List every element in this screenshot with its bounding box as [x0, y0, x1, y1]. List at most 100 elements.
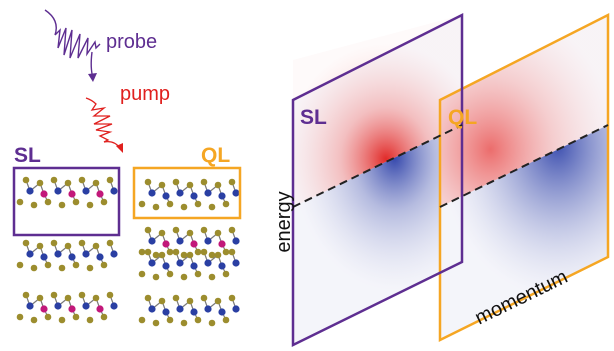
metal-atom	[82, 302, 89, 309]
chalcogen-atom	[215, 182, 222, 189]
metal-atom	[110, 250, 117, 257]
metal-atom	[68, 253, 75, 260]
chalcogen-atom	[181, 204, 188, 211]
metal-atom	[96, 305, 103, 312]
chalcogen-atom	[173, 227, 180, 234]
chalcogen-atom	[73, 262, 80, 269]
chalcogen-atom	[37, 295, 44, 302]
chalcogen-atom	[17, 262, 24, 269]
metal-atom	[54, 250, 61, 257]
metal-atom	[54, 302, 61, 309]
chalcogen-atom	[17, 314, 24, 321]
chalcogen-atom	[51, 240, 58, 247]
chalcogen-atom	[229, 227, 236, 234]
chalcogen-atom	[159, 252, 166, 259]
chalcogen-atom	[59, 317, 66, 324]
chalcogen-atom	[45, 262, 52, 269]
metal-atom	[68, 305, 75, 312]
chalcogen-atom	[167, 249, 174, 256]
chalcogen-atom	[153, 320, 160, 327]
chalcogen-atom	[187, 230, 194, 237]
chalcogen-atom	[159, 182, 166, 189]
chalcogen-atom	[209, 320, 216, 327]
metal-atom	[218, 308, 225, 315]
chalcogen-atom	[101, 314, 108, 321]
sl-structure-label: SL	[14, 144, 41, 167]
chalcogen-atom	[145, 179, 152, 186]
chalcogen-atom	[73, 199, 80, 206]
sl-panel-label: SL	[300, 106, 327, 129]
chalcogen-atom	[23, 177, 30, 184]
chalcogen-atom	[37, 180, 44, 187]
chalcogen-atom	[195, 271, 202, 278]
chalcogen-atom	[195, 249, 202, 256]
chalcogen-atom	[181, 274, 188, 281]
chalcogen-atom	[101, 199, 108, 206]
chalcogen-atom	[31, 317, 38, 324]
chalcogen-atom	[87, 317, 94, 324]
chalcogen-atom	[23, 240, 30, 247]
chalcogen-atom	[229, 249, 236, 256]
metal-atom	[190, 308, 197, 315]
chalcogen-atom	[209, 274, 216, 281]
metal-atom	[148, 259, 155, 266]
chalcogen-atom	[73, 314, 80, 321]
metal-atom	[82, 187, 89, 194]
chalcogen-atom	[223, 317, 230, 324]
chalcogen-atom	[31, 202, 38, 209]
chalcogen-atom	[181, 320, 188, 327]
metal-atom	[162, 262, 169, 269]
chalcogen-atom	[107, 177, 114, 184]
metal-atom	[162, 192, 169, 199]
metal-atom	[54, 187, 61, 194]
chalcogen-atom	[215, 230, 222, 237]
chalcogen-atom	[93, 243, 100, 250]
chalcogen-atom	[201, 227, 208, 234]
metal-atom	[232, 259, 239, 266]
chalcogen-atom	[101, 262, 108, 269]
chalcogen-atom	[79, 292, 86, 299]
chalcogen-atom	[195, 317, 202, 324]
chalcogen-atom	[209, 204, 216, 211]
chalcogen-atom	[51, 292, 58, 299]
page: probe pump SL QL SL QL energy momentum (…	[0, 0, 614, 351]
metal-atom	[148, 237, 155, 244]
chalcogen-atom	[107, 292, 114, 299]
metal-atom	[190, 240, 197, 247]
metal-atom	[176, 305, 183, 312]
chalcogen-atom	[59, 265, 66, 272]
probe-label: probe	[106, 31, 157, 53]
chalcogen-atom	[167, 317, 174, 324]
metal-atom	[148, 305, 155, 312]
metal-atom	[176, 237, 183, 244]
chalcogen-atom	[167, 201, 174, 208]
chalcogen-atom	[187, 182, 194, 189]
pump-label: pump	[120, 83, 170, 105]
chalcogen-atom	[145, 227, 152, 234]
chalcogen-atom	[65, 295, 72, 302]
ql-structure-label: QL	[201, 144, 230, 167]
chalcogen-atom	[173, 179, 180, 186]
chalcogen-atom	[31, 265, 38, 272]
chalcogen-atom	[201, 179, 208, 186]
metal-atom	[204, 189, 211, 196]
chalcogen-atom	[93, 180, 100, 187]
chalcogen-atom	[87, 202, 94, 209]
metal-atom	[110, 302, 117, 309]
chalcogen-atom	[145, 295, 152, 302]
figure: probe pump SL QL SL QL energy momentum	[0, 0, 614, 351]
chalcogen-atom	[79, 240, 86, 247]
chalcogen-atom	[87, 265, 94, 272]
chalcogen-atom	[37, 243, 44, 250]
chalcogen-atom	[153, 204, 160, 211]
chalcogen-atom	[201, 249, 208, 256]
metal-atom	[148, 189, 155, 196]
chalcogen-atom	[229, 179, 236, 186]
chalcogen-atom	[139, 317, 146, 324]
chalcogen-atom	[215, 298, 222, 305]
chalcogen-atom	[187, 298, 194, 305]
chalcogen-atom	[173, 295, 180, 302]
metal-atom	[190, 262, 197, 269]
chalcogen-atom	[107, 240, 114, 247]
metal-atom	[204, 259, 211, 266]
